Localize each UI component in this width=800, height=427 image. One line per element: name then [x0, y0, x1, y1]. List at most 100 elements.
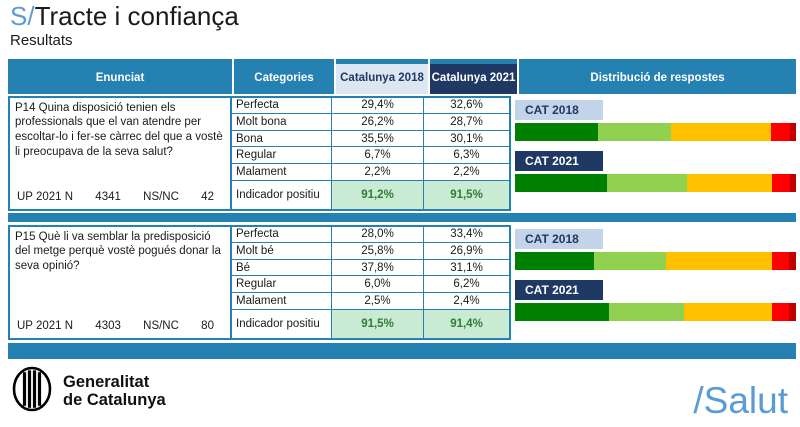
- question-meta: UP 2021 N 4303 NS/NC 80: [15, 319, 224, 335]
- title-brand-prefix: S/: [10, 1, 35, 31]
- table-row: Malament 2,5% 2,4%: [232, 293, 509, 310]
- up-value: 4303: [95, 319, 121, 332]
- table-row: Perfecta 29,4% 32,6%: [232, 97, 509, 115]
- stacked-bar-2018: [515, 251, 796, 270]
- value-2018: 28,0%: [332, 226, 424, 243]
- generalitat-line2: de Catalunya: [63, 390, 166, 409]
- indicator-row: Indicador positiu 91,5% 91,4%: [232, 309, 509, 338]
- bar-segment-molt-bona: [597, 122, 672, 141]
- nsnc-value: 42: [201, 190, 214, 203]
- indicator-2021: 91,5%: [424, 180, 509, 209]
- indicator-row: Indicador positiu 91,2% 91,5%: [232, 180, 509, 209]
- value-2018: 6,7%: [332, 147, 424, 164]
- distribution-chart: CAT 2018 CAT 2021: [513, 96, 796, 211]
- question-meta: UP 2021 N 4341 NS/NC 42: [15, 190, 224, 206]
- value-2018: 26,2%: [332, 114, 424, 130]
- up-value: 4341: [95, 190, 121, 203]
- indicator-label: Indicador positiu: [232, 309, 332, 338]
- indicator-2018: 91,2%: [332, 180, 424, 209]
- bar-segment-bona: [671, 122, 771, 141]
- bar-segment-regular: [771, 173, 790, 192]
- category-label: Molt bé: [232, 243, 332, 259]
- category-label: Malament: [232, 293, 332, 309]
- category-label: Perfecta: [232, 97, 332, 114]
- table-row: Malament 2,2% 2,2%: [232, 164, 509, 181]
- nsnc-value: 80: [201, 319, 214, 332]
- value-2021: 6,3%: [424, 147, 509, 164]
- value-2018: 29,4%: [332, 97, 424, 114]
- value-2021: 26,9%: [424, 243, 509, 259]
- categories-table: Perfecta 28,0% 33,4% Molt bé 25,8% 26,9%…: [232, 224, 511, 340]
- category-label: Perfecta: [232, 226, 332, 243]
- nsnc-label: NS/NC: [143, 190, 179, 203]
- value-2021: 33,4%: [424, 226, 509, 243]
- question-text: P15 Què li va semblar la predisposició d…: [15, 230, 221, 273]
- category-label: Bona: [232, 130, 332, 147]
- value-2018: 2,2%: [332, 164, 424, 180]
- table-row: Bona 35,5% 30,1%: [232, 130, 509, 148]
- bar-segment-bé: [684, 302, 772, 321]
- bar-segment-perfecta: [515, 173, 607, 192]
- bar-segment-perfecta: [515, 251, 594, 270]
- section-divider: [8, 212, 796, 222]
- category-label: Molt bona: [232, 114, 332, 130]
- question-block-p15: P15 Què li va semblar la predisposició d…: [8, 224, 796, 340]
- indicator-2021: 91,4%: [424, 309, 509, 338]
- question-cell: P15 Què li va semblar la predisposició d…: [8, 224, 232, 340]
- value-2018: 25,8%: [332, 243, 424, 259]
- table-row: Regular 6,0% 6,2%: [232, 276, 509, 294]
- value-2018: 6,0%: [332, 276, 424, 293]
- bottom-band: [8, 342, 796, 359]
- bar-segment-regular: [772, 251, 789, 270]
- header-distribucio: Distribució de respostes: [519, 58, 796, 94]
- header-catalunya-2021: Catalunya 2021: [430, 58, 517, 94]
- badge-cat-2018: CAT 2018: [515, 99, 603, 120]
- header-catalunya-2018: Catalunya 2018: [336, 58, 428, 94]
- bar-segment-bona: [687, 173, 772, 192]
- table-row: Bé 37,8% 31,1%: [232, 259, 509, 277]
- value-2021: 32,6%: [424, 97, 509, 114]
- stacked-bar-2021: [515, 173, 796, 192]
- question-text: P14 Quina disposició tenien els professi…: [15, 101, 223, 158]
- page-subtitle: Resultats: [10, 31, 73, 49]
- up-label: UP 2021 N: [17, 190, 74, 203]
- salut-logo: /Salut: [693, 380, 788, 421]
- bar-segment-regular: [770, 122, 790, 141]
- table-row: Molt bé 25,8% 26,9%: [232, 243, 509, 260]
- value-2018: 2,5%: [332, 293, 424, 309]
- indicator-label: Indicador positiu: [232, 180, 332, 209]
- table-row: Perfecta 28,0% 33,4%: [232, 226, 509, 244]
- bar-segment-molt-bé: [608, 302, 685, 321]
- results-table: Enunciat Categories Catalunya 2018 Catal…: [8, 58, 796, 359]
- value-2021: 2,4%: [424, 293, 509, 309]
- up-label: UP 2021 N: [17, 319, 74, 332]
- categories-table: Perfecta 29,4% 32,6% Molt bona 26,2% 28,…: [232, 95, 511, 211]
- value-2018: 35,5%: [332, 130, 424, 147]
- bar-segment-perfecta: [515, 122, 598, 141]
- value-2021: 28,7%: [424, 114, 509, 130]
- bar-segment-molt-bé: [593, 251, 667, 270]
- question-cell: P14 Quina disposició tenien els professi…: [8, 95, 232, 211]
- table-row: Regular 6,7% 6,3%: [232, 147, 509, 165]
- bar-segment-malament: [788, 251, 796, 270]
- category-label: Bé: [232, 259, 332, 276]
- table-header-row: Enunciat Categories Catalunya 2018 Catal…: [8, 58, 796, 94]
- badge-cat-2018: CAT 2018: [515, 228, 603, 249]
- nsnc-label: NS/NC: [143, 319, 179, 332]
- value-2021: 30,1%: [424, 130, 509, 147]
- bar-segment-malament: [789, 173, 796, 192]
- category-label: Malament: [232, 164, 332, 180]
- question-block-p14: P14 Quina disposició tenien els professi…: [8, 95, 796, 211]
- table-row: Molt bona 26,2% 28,7%: [232, 114, 509, 131]
- bar-segment-regular: [771, 302, 790, 321]
- header-enunciat: Enunciat: [8, 58, 232, 94]
- stacked-bar-2021: [515, 302, 796, 321]
- title-text: Tracte i confiança: [34, 1, 239, 31]
- generalitat-logo-text: Generalitat de Catalunya: [63, 372, 166, 410]
- value-2021: 2,2%: [424, 164, 509, 180]
- footer: Generalitat de Catalunya: [12, 366, 166, 417]
- bar-segment-malament: [789, 122, 796, 141]
- value-2018: 37,8%: [332, 259, 424, 276]
- generalitat-line1: Generalitat: [63, 372, 150, 391]
